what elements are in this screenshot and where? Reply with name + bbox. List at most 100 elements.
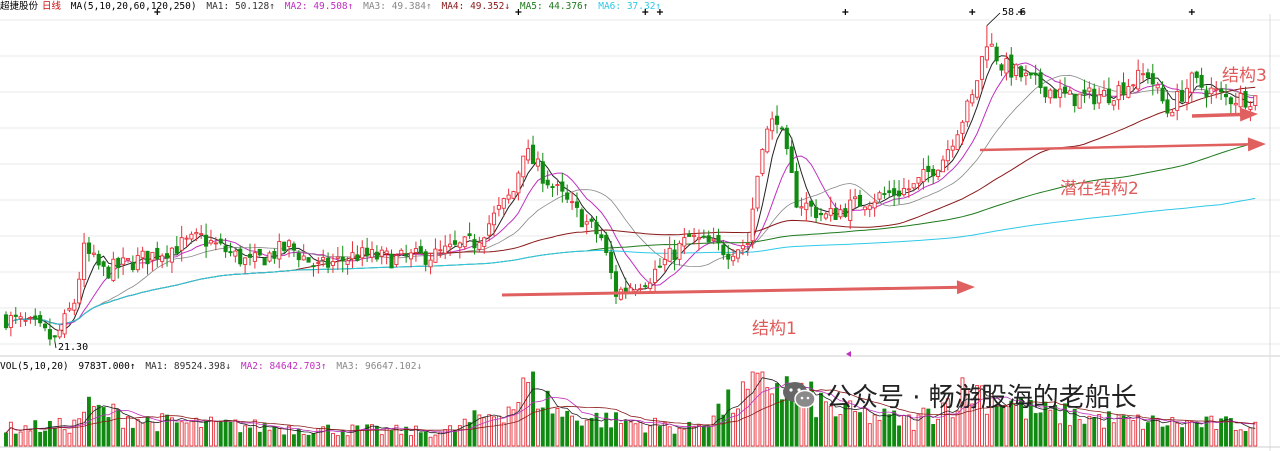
volume-bar <box>1009 400 1014 447</box>
candle-body <box>555 184 560 187</box>
volume-bar <box>1023 418 1028 447</box>
candle-body <box>784 127 789 150</box>
structure1-label: 结构1 <box>752 319 797 339</box>
candle-body <box>145 250 150 265</box>
candle-body <box>657 265 662 268</box>
candle-body <box>277 241 282 260</box>
candle-body <box>609 251 614 273</box>
volume-bar <box>838 414 843 447</box>
volume-bar <box>57 417 62 447</box>
volume-bar <box>745 388 750 447</box>
candle-body <box>3 314 9 329</box>
volume-bar <box>1102 427 1106 447</box>
candle-body <box>838 209 843 218</box>
volume-bar <box>672 433 677 447</box>
candle-body <box>433 248 438 263</box>
candle-body <box>379 249 384 257</box>
candle-body <box>638 288 643 290</box>
candle-body <box>174 246 179 254</box>
volume-bar <box>623 419 628 447</box>
candle-body <box>672 249 677 261</box>
volume-bar <box>955 410 960 447</box>
candle-body <box>67 307 72 311</box>
volume-bar <box>970 403 975 447</box>
candle-body <box>1243 91 1248 108</box>
candle-body <box>496 205 501 210</box>
signal-marker <box>1018 9 1025 15</box>
volume-bar <box>18 431 23 447</box>
candle-body <box>506 194 511 200</box>
volume-bar <box>560 416 565 447</box>
volume-bar <box>1126 417 1131 447</box>
candle-body <box>1053 89 1058 99</box>
candle-body <box>1028 72 1033 76</box>
candle-body <box>38 315 43 324</box>
period-label[interactable]: 日线 <box>42 1 62 12</box>
candle-body <box>916 177 921 184</box>
candle-body <box>692 234 697 237</box>
volume-bar <box>531 371 535 447</box>
volume-bar <box>667 426 672 447</box>
volume-bar <box>165 414 169 447</box>
volume-bar <box>1058 423 1063 447</box>
volume-bar <box>706 426 711 447</box>
candle-body <box>535 158 540 167</box>
volume-bar <box>1072 408 1077 447</box>
candle-body <box>96 253 101 266</box>
volume-bar <box>765 387 770 447</box>
candle-body <box>1077 93 1082 109</box>
ma-params: MA(5,10,20,60,120,250) <box>70 1 197 12</box>
volume-bar <box>169 417 174 447</box>
volume-bar <box>872 414 877 447</box>
volume-bar <box>589 417 594 447</box>
structure1-arrow-head <box>956 280 975 295</box>
volume-bar <box>892 410 897 447</box>
candle-body <box>716 235 721 244</box>
volume-bar <box>96 404 101 447</box>
volume-bar <box>155 431 160 447</box>
volume-bar <box>701 425 706 447</box>
candle-body <box>667 247 672 262</box>
candle-body <box>286 240 292 247</box>
candle-body <box>13 314 18 317</box>
volume-bar <box>1238 429 1243 447</box>
candle-body <box>399 249 404 255</box>
volume-bar <box>311 433 316 447</box>
volume-bar <box>194 417 199 447</box>
structure3-arrow-head <box>1239 107 1258 122</box>
volume-bar <box>257 431 262 447</box>
volume-bar <box>1004 406 1009 447</box>
candle-body <box>204 234 209 247</box>
candle-body <box>267 252 272 262</box>
candle-body <box>779 127 784 130</box>
candle-body <box>648 282 653 289</box>
volume-bar <box>121 427 126 447</box>
candle-body <box>643 285 648 288</box>
volume-bar <box>160 413 165 447</box>
candle-body <box>228 251 233 254</box>
volume-bar <box>189 420 194 447</box>
volume-bar <box>731 412 736 447</box>
candle-body <box>501 198 506 209</box>
volume-bar <box>721 414 726 447</box>
candle-body <box>326 257 331 268</box>
vol-readout: 9783T.000↑ <box>78 361 136 372</box>
candle-body <box>745 243 750 246</box>
volume-bar <box>906 414 911 447</box>
candle-body <box>1170 111 1175 117</box>
candle-body <box>960 121 965 134</box>
candle-body <box>1101 90 1107 97</box>
chart-grid <box>0 14 1280 451</box>
candle-body <box>208 240 214 244</box>
volume-bar <box>853 411 858 447</box>
volume-bar <box>862 407 867 447</box>
candle-body <box>355 254 360 261</box>
candle-body <box>726 253 731 260</box>
volume-bar <box>1043 401 1048 447</box>
candle-body <box>789 146 794 173</box>
volume-bar <box>550 413 555 447</box>
volume-bar <box>345 435 350 447</box>
ma4-readout: MA4: 49.352↓ <box>441 1 511 12</box>
volume-bar <box>1048 409 1053 447</box>
